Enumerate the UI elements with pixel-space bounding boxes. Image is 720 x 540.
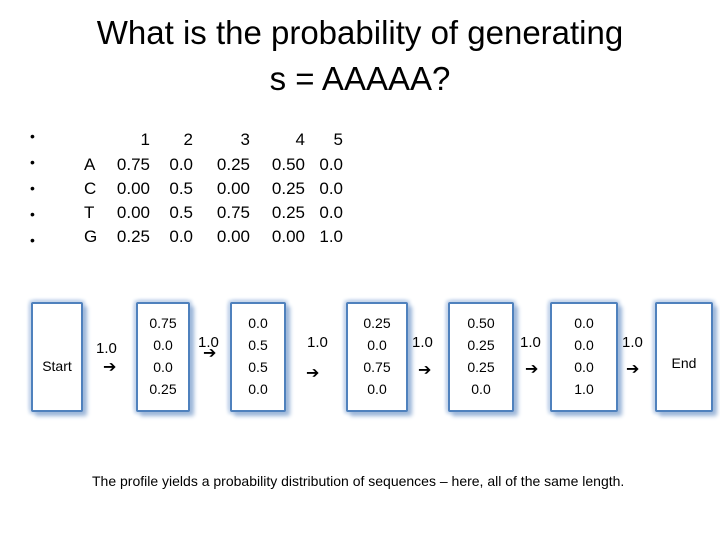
emission-prob: 0.75 — [363, 359, 391, 375]
emission-prob: 0.50 — [467, 315, 495, 331]
emission-prob: 0.25 — [363, 315, 391, 331]
profile-column-header: 5 — [333, 130, 343, 149]
profile-column-header: 3 — [240, 130, 250, 149]
state-emissions: 0.25 0.0 0.75 0.0 — [348, 312, 406, 400]
profile-cell: 0.00 — [271, 227, 305, 246]
bullet-marker: • — [30, 206, 35, 222]
match-state: 0.25 0.0 0.75 0.0 — [346, 302, 408, 412]
profile-row-label: C — [84, 179, 97, 198]
emission-prob: 0.5 — [248, 337, 268, 353]
emission-prob: 0.25 — [467, 359, 495, 375]
profile-cell: 0.0 — [319, 179, 343, 198]
profile-cell: 0.00 — [216, 227, 250, 246]
profile-cell: 0.75 — [116, 155, 150, 174]
match-state: 0.0 0.0 0.0 1.0 — [550, 302, 618, 412]
state-emissions: 0.0 0.5 0.5 0.0 — [232, 312, 284, 400]
start-label: Start — [42, 358, 72, 374]
transition-probability: 1.0 — [96, 340, 117, 357]
state-emissions: 0.0 0.0 0.0 1.0 — [552, 312, 616, 400]
title-line-2: s = AAAAA? — [269, 60, 451, 97]
profile-cell: 0.50 — [271, 155, 305, 174]
right-arrow-icon: ➔ — [203, 345, 217, 362]
profile-cell: 0.00 — [116, 203, 150, 222]
profile-row-label: A — [84, 155, 96, 174]
right-arrow-icon: ➔ — [103, 359, 117, 376]
profile-column-header: 1 — [140, 130, 150, 149]
emission-prob: 0.0 — [153, 359, 173, 375]
profile-cell: 0.0 — [319, 203, 343, 222]
profile-cell: 0.25 — [271, 179, 305, 198]
emission-prob: 1.0 — [574, 381, 594, 397]
emission-prob: 0.0 — [367, 381, 387, 397]
emission-prob: 0.0 — [248, 315, 268, 331]
transition-probability: 1.0 — [198, 334, 219, 351]
transition-probability: 1.0 — [307, 334, 328, 351]
profile-cell: 0.25 — [216, 155, 250, 174]
bullet-marker: • — [30, 180, 35, 196]
title-line-1: What is the probability of generating — [96, 14, 624, 51]
profile-cell: 0.0 — [169, 227, 193, 246]
emission-prob: 0.25 — [467, 337, 495, 353]
right-arrow-icon: ➔ — [525, 361, 539, 378]
bullet-marker: • — [30, 232, 35, 248]
profile-row-label: T — [84, 203, 95, 222]
bullet-marker: • — [30, 154, 35, 170]
emission-prob: 0.0 — [248, 381, 268, 397]
right-arrow-icon: ➔ — [626, 361, 640, 378]
profile-column-header: 4 — [295, 130, 305, 149]
bullet-marker: • — [30, 128, 35, 144]
end-state: End — [655, 302, 713, 412]
profile-cell: 0.5 — [169, 203, 193, 222]
emission-prob: 0.75 — [149, 315, 177, 331]
profile-cell: 1.0 — [319, 227, 343, 246]
caption-text: The profile yields a probability distrib… — [92, 473, 625, 489]
profile-cell: 0.0 — [319, 155, 343, 174]
emission-prob: 0.0 — [574, 359, 594, 375]
emission-prob: 0.25 — [149, 381, 177, 397]
emission-prob: 0.0 — [153, 337, 173, 353]
transition-probability: 1.0 — [520, 334, 541, 351]
profile-cell: 0.0 — [169, 155, 193, 174]
profile-cell: 0.5 — [169, 179, 193, 198]
emission-prob: 0.0 — [367, 337, 387, 353]
profile-cell: 0.25 — [116, 227, 150, 246]
transition-probability: 1.0 — [622, 334, 643, 351]
slide-title: What is the probability of generating s … — [0, 10, 720, 102]
profile-cell: 0.75 — [216, 203, 250, 222]
start-state: Start — [31, 302, 83, 412]
right-arrow-icon: ➔ — [306, 365, 320, 382]
match-state: 0.0 0.5 0.5 0.0 — [230, 302, 286, 412]
right-arrow-icon: ➔ — [418, 362, 432, 379]
profile-row-label: G — [84, 227, 98, 246]
transition-probability: 1.0 — [412, 334, 433, 351]
profile-cell: 0.25 — [271, 203, 305, 222]
end-label: End — [671, 355, 697, 371]
profile-column-header: 2 — [183, 130, 193, 149]
emission-prob: 0.5 — [248, 359, 268, 375]
emission-prob: 0.0 — [574, 337, 594, 353]
state-emissions: 0.75 0.0 0.0 0.25 — [138, 312, 188, 400]
match-state: 0.75 0.0 0.0 0.25 — [136, 302, 190, 412]
profile-cell: 0.00 — [216, 179, 250, 198]
profile-cell: 0.00 — [116, 179, 150, 198]
state-emissions: 0.50 0.25 0.25 0.0 — [450, 312, 512, 400]
emission-prob: 0.0 — [471, 381, 491, 397]
emission-prob: 0.0 — [574, 315, 594, 331]
match-state: 0.50 0.25 0.25 0.0 — [448, 302, 514, 412]
